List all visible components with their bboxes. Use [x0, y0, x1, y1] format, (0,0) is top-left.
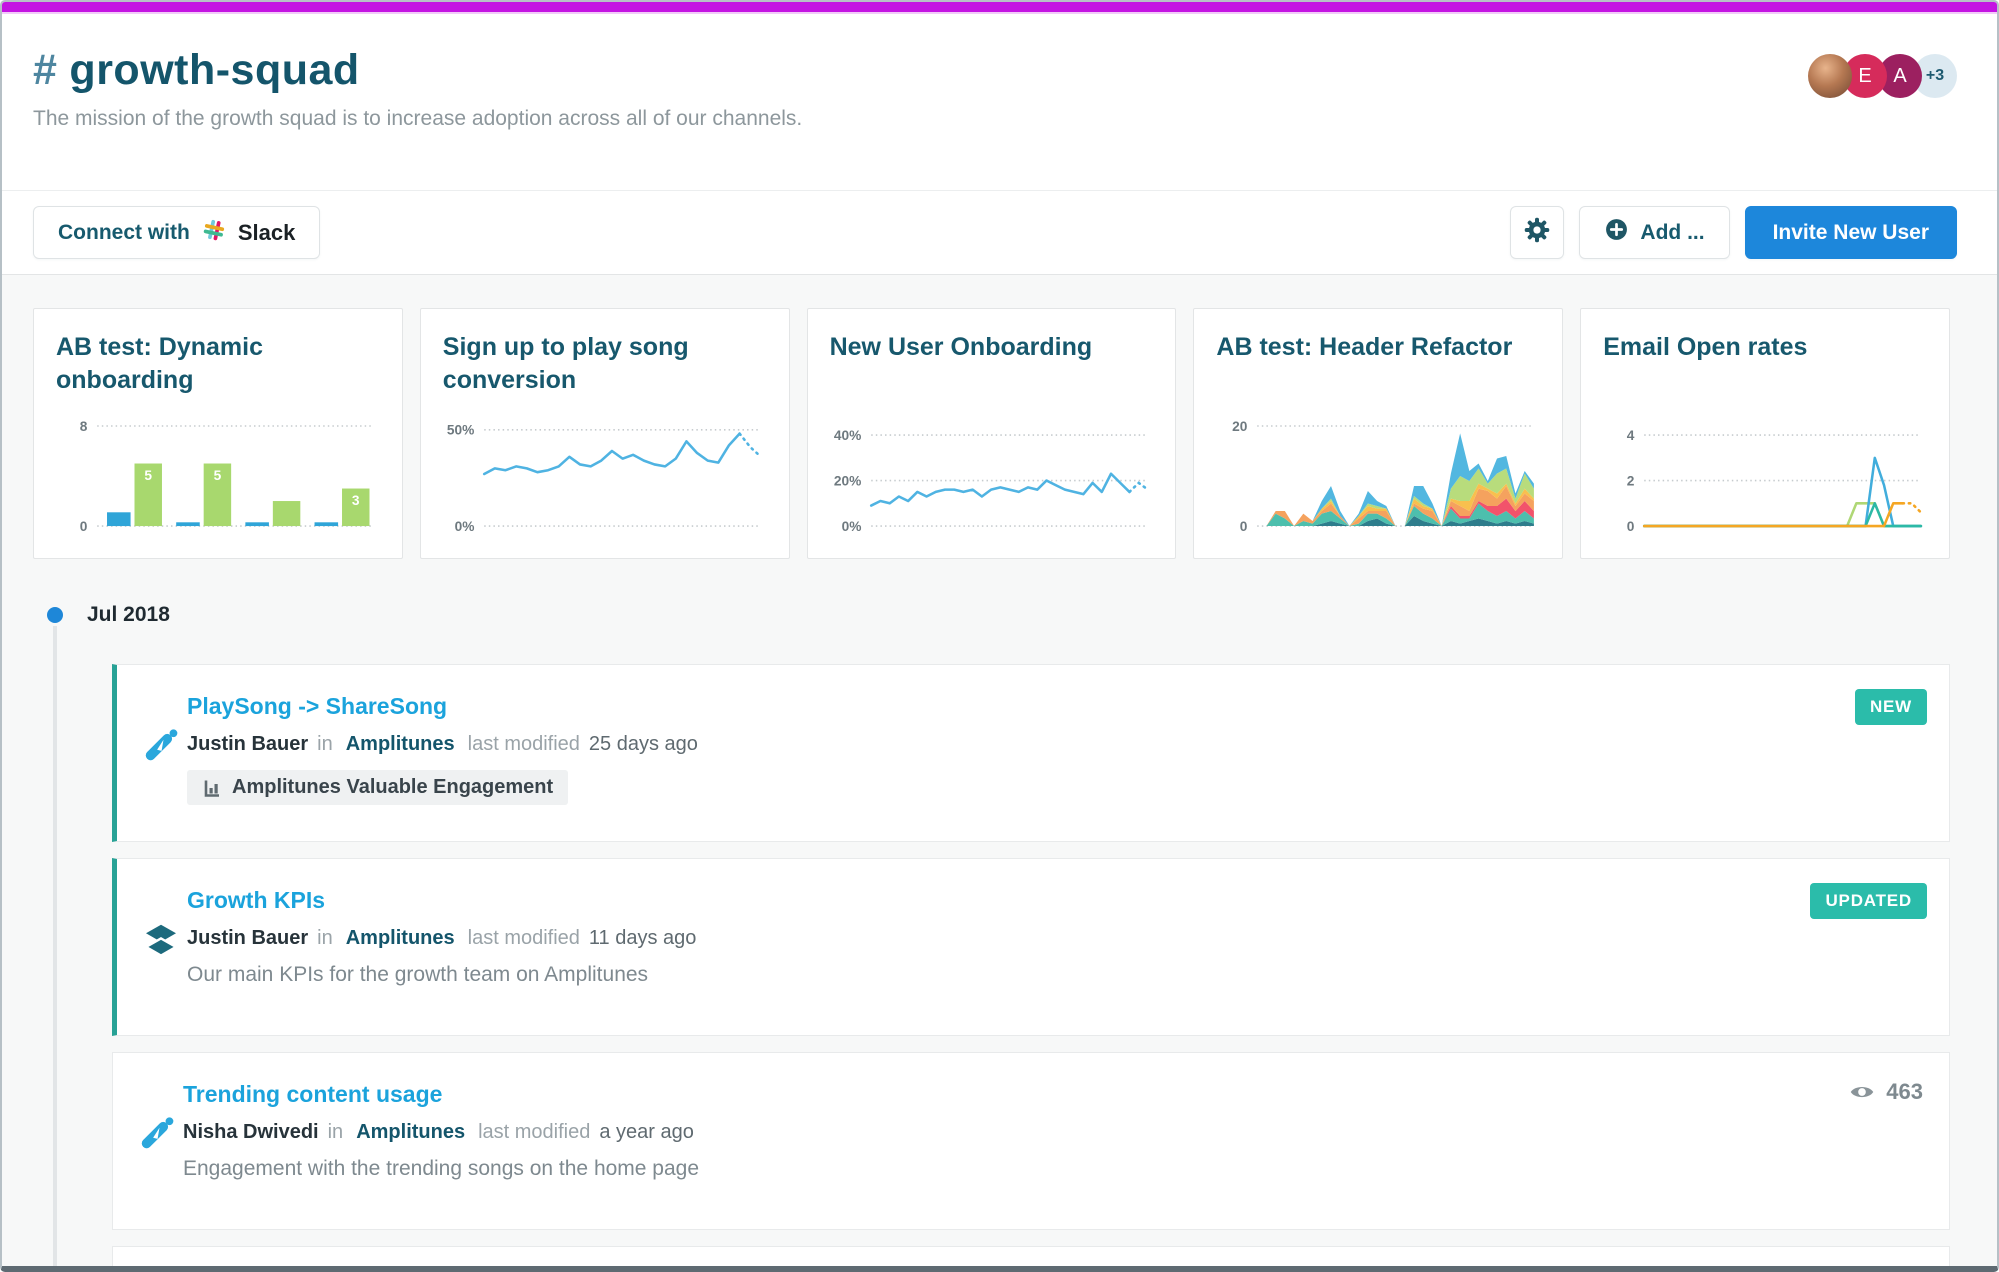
item-space-link[interactable]: Amplitunes — [356, 1121, 466, 1143]
item-title-link[interactable]: Trending content usage — [183, 1081, 443, 1107]
item-description: Our main KPIs for the growth team on Amp… — [187, 963, 649, 986]
timeline-item[interactable]: Growth KPIs Justin Bauer in Amplitunes l… — [112, 858, 1950, 1036]
svg-text:3: 3 — [352, 493, 360, 508]
item-meta: Justin Bauer in Amplitunes last modified… — [187, 733, 1949, 756]
timeline-month: Jul 2018 — [33, 602, 1950, 627]
chart-plot: 8 0 5 5 3 — [80, 419, 374, 534]
item-in-label: in — [327, 1121, 344, 1143]
item-in-label: in — [317, 733, 333, 755]
item-views-count: 463 — [1886, 1079, 1923, 1104]
slack-brand-label: Slack — [237, 219, 296, 245]
chart-cards-row: AB test: Dynamic onboarding 8 0 5 5 3 Sign u… — [33, 308, 1950, 559]
channel-hash-icon: # — [33, 46, 58, 94]
item-meta: Justin Bauer in Amplitunes last modified… — [187, 927, 1949, 950]
timeline-dot-icon — [47, 606, 63, 623]
connect-slack-button[interactable]: Connect with Slack — [33, 206, 321, 259]
chart-card-title: AB test: Header Refactor — [1216, 333, 1513, 361]
chart-card[interactable]: Sign up to play song conversion 50% 0% — [419, 308, 790, 559]
funnel-icon — [139, 1115, 175, 1151]
content-area: AB test: Dynamic onboarding 8 0 5 5 3 Sign u… — [2, 274, 1997, 1266]
item-description: Engagement with the trending songs on th… — [183, 1157, 700, 1180]
item-author[interactable]: Justin Bauer — [187, 733, 309, 755]
chart-card-title: AB test: Dynamic onboarding — [56, 333, 263, 394]
item-tag-chip[interactable]: Amplitunes Valuable Engagement — [187, 770, 569, 805]
chart-card-title: New User Onboarding — [829, 333, 1093, 361]
slack-icon — [201, 217, 227, 249]
avatar-photo[interactable] — [1808, 54, 1852, 98]
item-author[interactable]: Nisha Dwivedi — [183, 1121, 319, 1143]
chart-card[interactable]: AB test: Dynamic onboarding 8 0 5 5 3 — [33, 308, 403, 559]
svg-text:5: 5 — [214, 468, 222, 483]
item-status-badge: NEW — [1854, 689, 1927, 725]
timeline-items: PlaySong -> ShareSong Justin Bauer in Am… — [112, 664, 1950, 1230]
layers-icon — [143, 921, 179, 957]
svg-text:0%: 0% — [841, 519, 861, 534]
item-space-link[interactable]: Amplitunes — [345, 927, 455, 949]
timeline-item[interactable]: Trending content usage Nisha Dwivedi in … — [112, 1052, 1950, 1230]
chart-plot: 50% 0% — [447, 423, 762, 534]
item-title-link[interactable]: Growth KPIs — [187, 887, 326, 913]
svg-text:8: 8 — [80, 419, 88, 434]
chart-plot: 20 0 — [1233, 419, 1535, 534]
svg-text:0%: 0% — [454, 519, 474, 534]
timeline-line — [53, 626, 57, 1266]
timeline-item-partial[interactable] — [112, 1246, 1950, 1266]
svg-text:5: 5 — [144, 468, 152, 483]
header: # growth-squad E A +3 The mission of the gr… — [2, 12, 1997, 190]
item-modified-value: 25 days ago — [588, 733, 698, 755]
svg-text:0: 0 — [1240, 519, 1248, 534]
svg-text:20: 20 — [1233, 419, 1249, 434]
chart-card[interactable]: AB test: Header Refactor 20 0 — [1193, 308, 1564, 559]
svg-text:20%: 20% — [834, 473, 861, 488]
item-modified-value: 11 days ago — [588, 927, 697, 949]
toolbar: Connect with Slack Add ... Invite New Us… — [2, 190, 1997, 274]
svg-text:2: 2 — [1627, 473, 1635, 488]
add-label: Add ... — [1640, 220, 1705, 244]
timeline: Jul 2018 PlaySong -> ShareSong Justin Ba… — [33, 602, 1950, 1266]
avatar-group[interactable]: E A +3 — [1808, 54, 1957, 98]
chart-plot: 40% 20% 0% — [834, 428, 1149, 534]
item-modified-label: last modified — [467, 733, 580, 755]
svg-text:4: 4 — [1627, 428, 1635, 443]
svg-text:50%: 50% — [447, 423, 474, 438]
item-in-label: in — [317, 927, 333, 949]
settings-button[interactable] — [1510, 206, 1565, 259]
timeline-item[interactable]: PlaySong -> ShareSong Justin Bauer in Am… — [112, 664, 1950, 842]
accent-topbar — [2, 2, 1997, 12]
item-space-link[interactable]: Amplitunes — [345, 733, 455, 755]
item-title-link[interactable]: PlaySong -> ShareSong — [187, 693, 448, 719]
item-modified-value: a year ago — [599, 1121, 694, 1143]
timeline-month-label: Jul 2018 — [87, 602, 170, 626]
funnel-icon — [143, 727, 179, 763]
invite-new-user-button[interactable]: Invite New User — [1744, 206, 1957, 259]
item-modified-label: last modified — [478, 1121, 591, 1143]
connect-label: Connect with — [58, 220, 190, 244]
page-title: # growth-squad — [33, 46, 360, 95]
svg-text:40%: 40% — [834, 428, 861, 443]
item-meta: Nisha Dwivedi in Amplitunes last modifie… — [183, 1121, 1949, 1144]
chart-card[interactable]: Email Open rates 4 2 0 — [1580, 308, 1950, 559]
plus-circle-icon — [1604, 217, 1629, 248]
add-button[interactable]: Add ... — [1579, 206, 1730, 259]
item-views: 463 — [1849, 1079, 1923, 1105]
chart-card[interactable]: New User Onboarding 40% 20% 0% — [806, 308, 1177, 559]
item-modified-label: last modified — [467, 927, 580, 949]
chart-plot: 4 2 0 — [1627, 428, 1923, 534]
eye-icon — [1849, 1083, 1875, 1101]
chart-doc-icon — [202, 778, 222, 798]
page-description: The mission of the growth squad is to in… — [33, 107, 803, 130]
item-tag-label: Amplitunes Valuable Engagement — [232, 776, 554, 798]
gear-icon — [1522, 215, 1552, 251]
chart-card-title: Sign up to play song conversion — [442, 333, 689, 394]
item-status-badge: UPDATED — [1810, 883, 1927, 919]
svg-text:0: 0 — [1627, 519, 1635, 534]
item-author[interactable]: Justin Bauer — [187, 927, 309, 949]
svg-text:0: 0 — [80, 519, 88, 534]
channel-name: growth-squad — [69, 46, 360, 94]
chart-card-title: Email Open rates — [1603, 333, 1808, 361]
